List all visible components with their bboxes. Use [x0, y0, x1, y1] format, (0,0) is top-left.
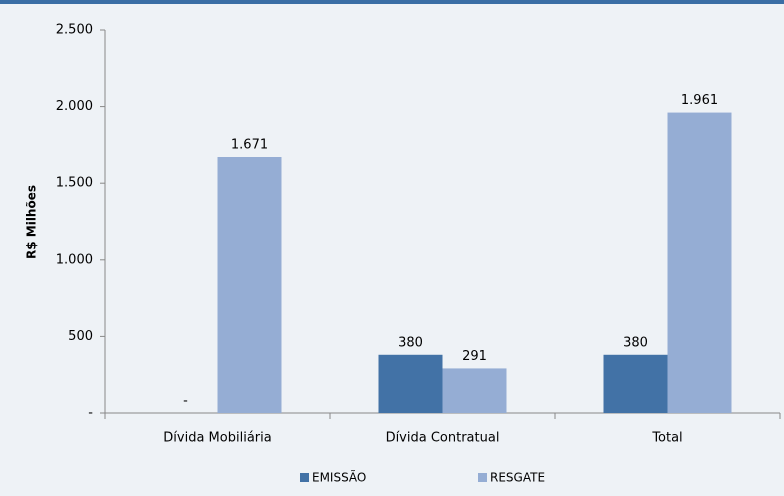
y-tick-label: 1.000 — [56, 252, 93, 267]
y-tick-label: 2.500 — [56, 23, 93, 38]
y-tick-label: 500 — [68, 329, 93, 344]
data-label: 291 — [462, 349, 487, 364]
legend-swatch — [300, 473, 309, 482]
legend-swatch — [478, 473, 487, 482]
bar — [217, 157, 282, 413]
x-tick-label: Total — [651, 431, 682, 446]
legend-label: RESGATE — [490, 471, 545, 485]
data-label: 380 — [398, 335, 423, 350]
data-label: - — [183, 394, 188, 409]
bar — [442, 368, 507, 413]
y-tick-label: - — [88, 406, 93, 421]
data-label: 380 — [623, 335, 648, 350]
y-tick-label: 2.000 — [56, 99, 93, 114]
top-border — [0, 0, 784, 4]
legend-label: EMISSÃO — [312, 470, 366, 485]
y-axis-label: R$ Milhões — [25, 185, 39, 259]
y-tick-label: 1.500 — [56, 176, 93, 191]
bar — [378, 354, 443, 413]
data-label: 1.671 — [231, 138, 268, 153]
bar — [667, 112, 732, 413]
x-tick-label: Dívida Mobiliária — [163, 431, 271, 446]
x-tick-label: Dívida Contratual — [386, 431, 500, 446]
data-label: 1.961 — [681, 93, 718, 108]
bar — [603, 354, 668, 413]
